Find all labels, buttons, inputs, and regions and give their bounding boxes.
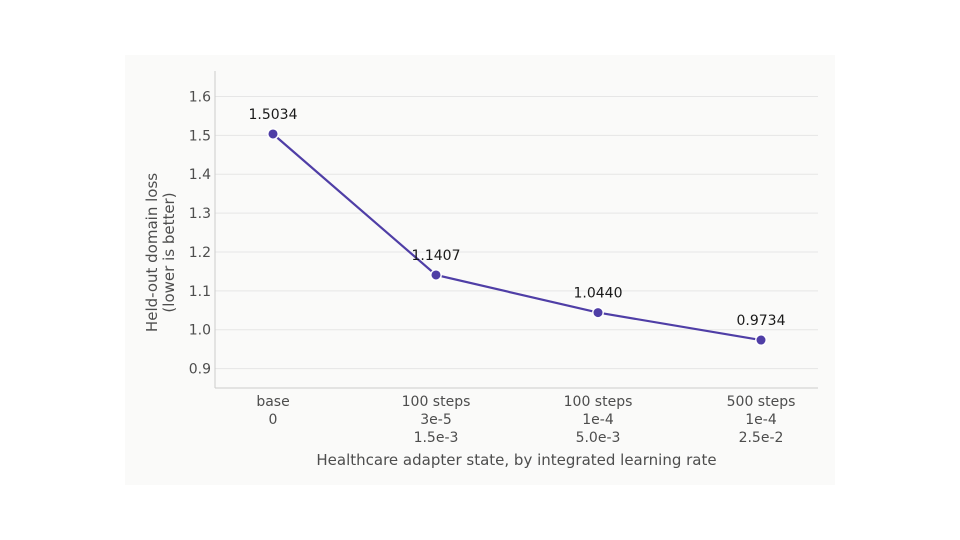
x-tick-label: 100 steps 3e-5 1.5e-3 <box>402 394 471 446</box>
x-tick-label: 100 steps 1e-4 5.0e-3 <box>564 394 633 446</box>
x-tick-label: base 0 <box>256 394 289 428</box>
data-labels: 1.5034 1.1407 1.0440 0.9734 <box>249 107 786 329</box>
y-tick-label: 1.3 <box>189 206 211 222</box>
gridlines <box>215 95 818 370</box>
axis-titles: Healthcare adapter state, by integrated … <box>143 173 717 469</box>
series-line <box>272 133 762 342</box>
data-label: 0.9734 <box>737 313 786 329</box>
x-tick-label: 500 steps 1e-4 2.5e-2 <box>727 394 796 446</box>
chart-figure: 0.9 1.0 1.1 1.2 1.3 1.4 1.5 1.6 base 0 100 steps 3… <box>125 55 835 485</box>
data-point <box>267 128 279 140</box>
data-label: 1.5034 <box>249 107 298 123</box>
data-point <box>592 306 604 319</box>
y-tick-label: 1.0 <box>189 323 211 339</box>
axes <box>214 71 818 389</box>
y-tick-label: 1.2 <box>189 245 211 261</box>
data-label: 1.1407 <box>412 248 461 264</box>
y-tick-label: 1.6 <box>189 89 211 105</box>
line-chart: 0.9 1.0 1.1 1.2 1.3 1.4 1.5 1.6 base 0 100 steps 3… <box>143 71 818 469</box>
y-tick-label: 1.1 <box>189 284 211 300</box>
x-tick-labels: base 0 100 steps 3e-5 1.5e-3 100 steps 1e-4 5.0… <box>256 394 795 446</box>
y-tick-label: 0.9 <box>189 362 211 378</box>
y-tick-label: 1.4 <box>189 167 211 183</box>
y-tick-label: 1.5 <box>189 128 211 144</box>
x-axis-title: Healthcare adapter state, by integrated … <box>316 451 716 469</box>
y-axis-title: Held-out domain loss(lower is better) <box>143 173 178 332</box>
data-point <box>430 269 442 281</box>
series-line-group <box>267 128 767 346</box>
y-tick-labels: 0.9 1.0 1.1 1.2 1.3 1.4 1.5 1.6 <box>189 89 211 377</box>
data-point <box>755 334 767 346</box>
data-label: 1.0440 <box>574 286 623 302</box>
